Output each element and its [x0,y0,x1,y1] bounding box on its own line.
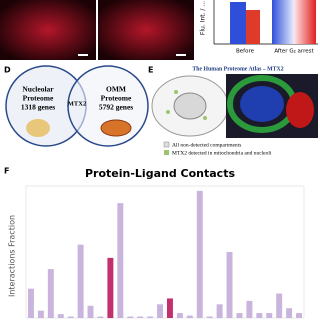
venn-text: 5792 genes [99,103,133,112]
scale-bar [176,54,186,56]
bar [246,10,260,44]
bar [87,305,94,318]
bar [97,316,104,318]
bar [272,0,294,44]
bar [157,304,164,318]
bar [256,313,263,318]
stain [240,86,284,122]
organelle [203,116,207,120]
bar [266,313,273,318]
plot-area [25,185,305,319]
bar [206,316,213,318]
bar [67,316,74,318]
venn-text: Proteome [101,94,132,103]
x-label: After G₂ arrest [274,49,314,55]
venn-text: Proteome [23,94,54,103]
bar [226,252,233,318]
bar [27,288,34,318]
chart-title: Protein-Ligand Contacts [85,167,235,180]
bar-chart [25,185,305,319]
bar [236,313,243,318]
venn-overlap: MTX2 [68,100,86,107]
bar [286,308,293,318]
scale-bar [78,54,88,56]
organelle [174,90,178,94]
panel-label: F [4,167,9,176]
legend-text: All non-detected compartments [172,142,241,148]
panel-label: D [4,66,11,75]
bar [296,313,303,318]
micrograph [98,0,194,60]
bar [127,316,134,318]
y-label: Flu. Int. / ... [200,1,207,35]
y-label: Interactions Fraction [8,215,17,297]
legend-swatch [163,141,170,148]
nucleus [173,92,207,120]
nucleolus-icon [26,119,50,137]
bar [107,257,114,318]
bar [77,244,84,318]
bar [186,315,193,318]
bar [166,298,173,318]
venn-text: Nucleolar [22,85,54,94]
bar [47,269,54,318]
bar [117,203,124,318]
panel-label: E [148,66,153,75]
bar [216,304,223,318]
micrograph [0,0,96,60]
atlas-title: The Human Proteome Atlas – MTX2 [192,66,283,72]
mitochondrion-icon [100,119,132,137]
x-label: Before [236,49,255,55]
bar [176,313,183,318]
bar [294,0,316,44]
legend-swatch [164,150,169,155]
bar [147,316,154,318]
venn-text: 1318 genes [21,103,55,112]
bar [137,316,144,318]
legend-text: MTX2 detected in mitochondria and nucleo… [172,150,272,156]
venn-text: OMM [106,85,126,94]
bar [246,300,253,318]
bar [57,314,64,318]
organelle [166,110,170,114]
bar [276,293,283,318]
bar [230,2,246,44]
stain [286,92,314,128]
bar [196,190,203,318]
bar [37,310,44,318]
